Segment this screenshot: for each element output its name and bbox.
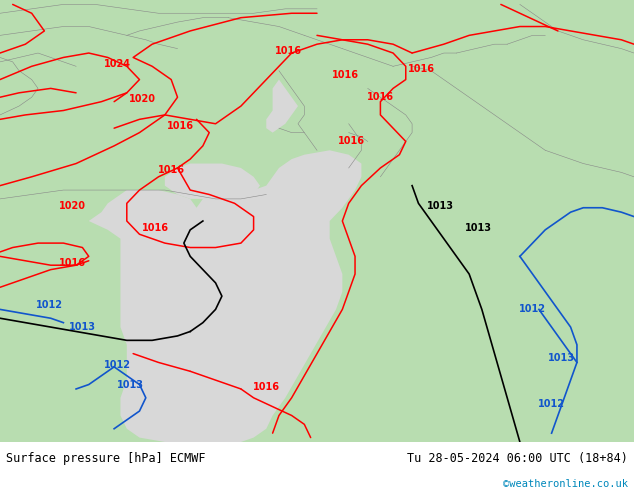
Polygon shape: [38, 150, 361, 442]
Text: 1013: 1013: [548, 353, 574, 363]
Text: 1020: 1020: [60, 200, 86, 211]
Text: 1016: 1016: [142, 222, 169, 233]
Text: 1016: 1016: [60, 258, 86, 268]
Text: 1016: 1016: [367, 92, 394, 102]
Text: 1013: 1013: [465, 222, 492, 233]
Text: 1016: 1016: [339, 136, 365, 147]
Text: 1024: 1024: [104, 59, 131, 69]
Polygon shape: [165, 164, 260, 199]
Text: Tu 28-05-2024 06:00 UTC (18+84): Tu 28-05-2024 06:00 UTC (18+84): [407, 452, 628, 465]
Polygon shape: [266, 79, 298, 133]
Text: 1016: 1016: [332, 70, 359, 80]
Text: 1012: 1012: [104, 360, 131, 369]
Text: 1016: 1016: [408, 64, 435, 74]
Text: Surface pressure [hPa] ECMWF: Surface pressure [hPa] ECMWF: [6, 452, 206, 465]
Text: ©weatheronline.co.uk: ©weatheronline.co.uk: [503, 479, 628, 489]
Text: 1016: 1016: [253, 382, 280, 392]
Text: 1016: 1016: [167, 121, 194, 131]
Text: 1016: 1016: [158, 165, 184, 175]
Text: 1012: 1012: [519, 304, 546, 315]
Text: 1013: 1013: [69, 322, 96, 332]
Text: 1013: 1013: [117, 380, 143, 390]
Text: 1012: 1012: [538, 399, 565, 410]
Text: 1013: 1013: [427, 200, 454, 211]
Text: 1020: 1020: [129, 95, 156, 104]
Text: 1016: 1016: [275, 46, 302, 56]
Text: 1012: 1012: [36, 300, 63, 310]
